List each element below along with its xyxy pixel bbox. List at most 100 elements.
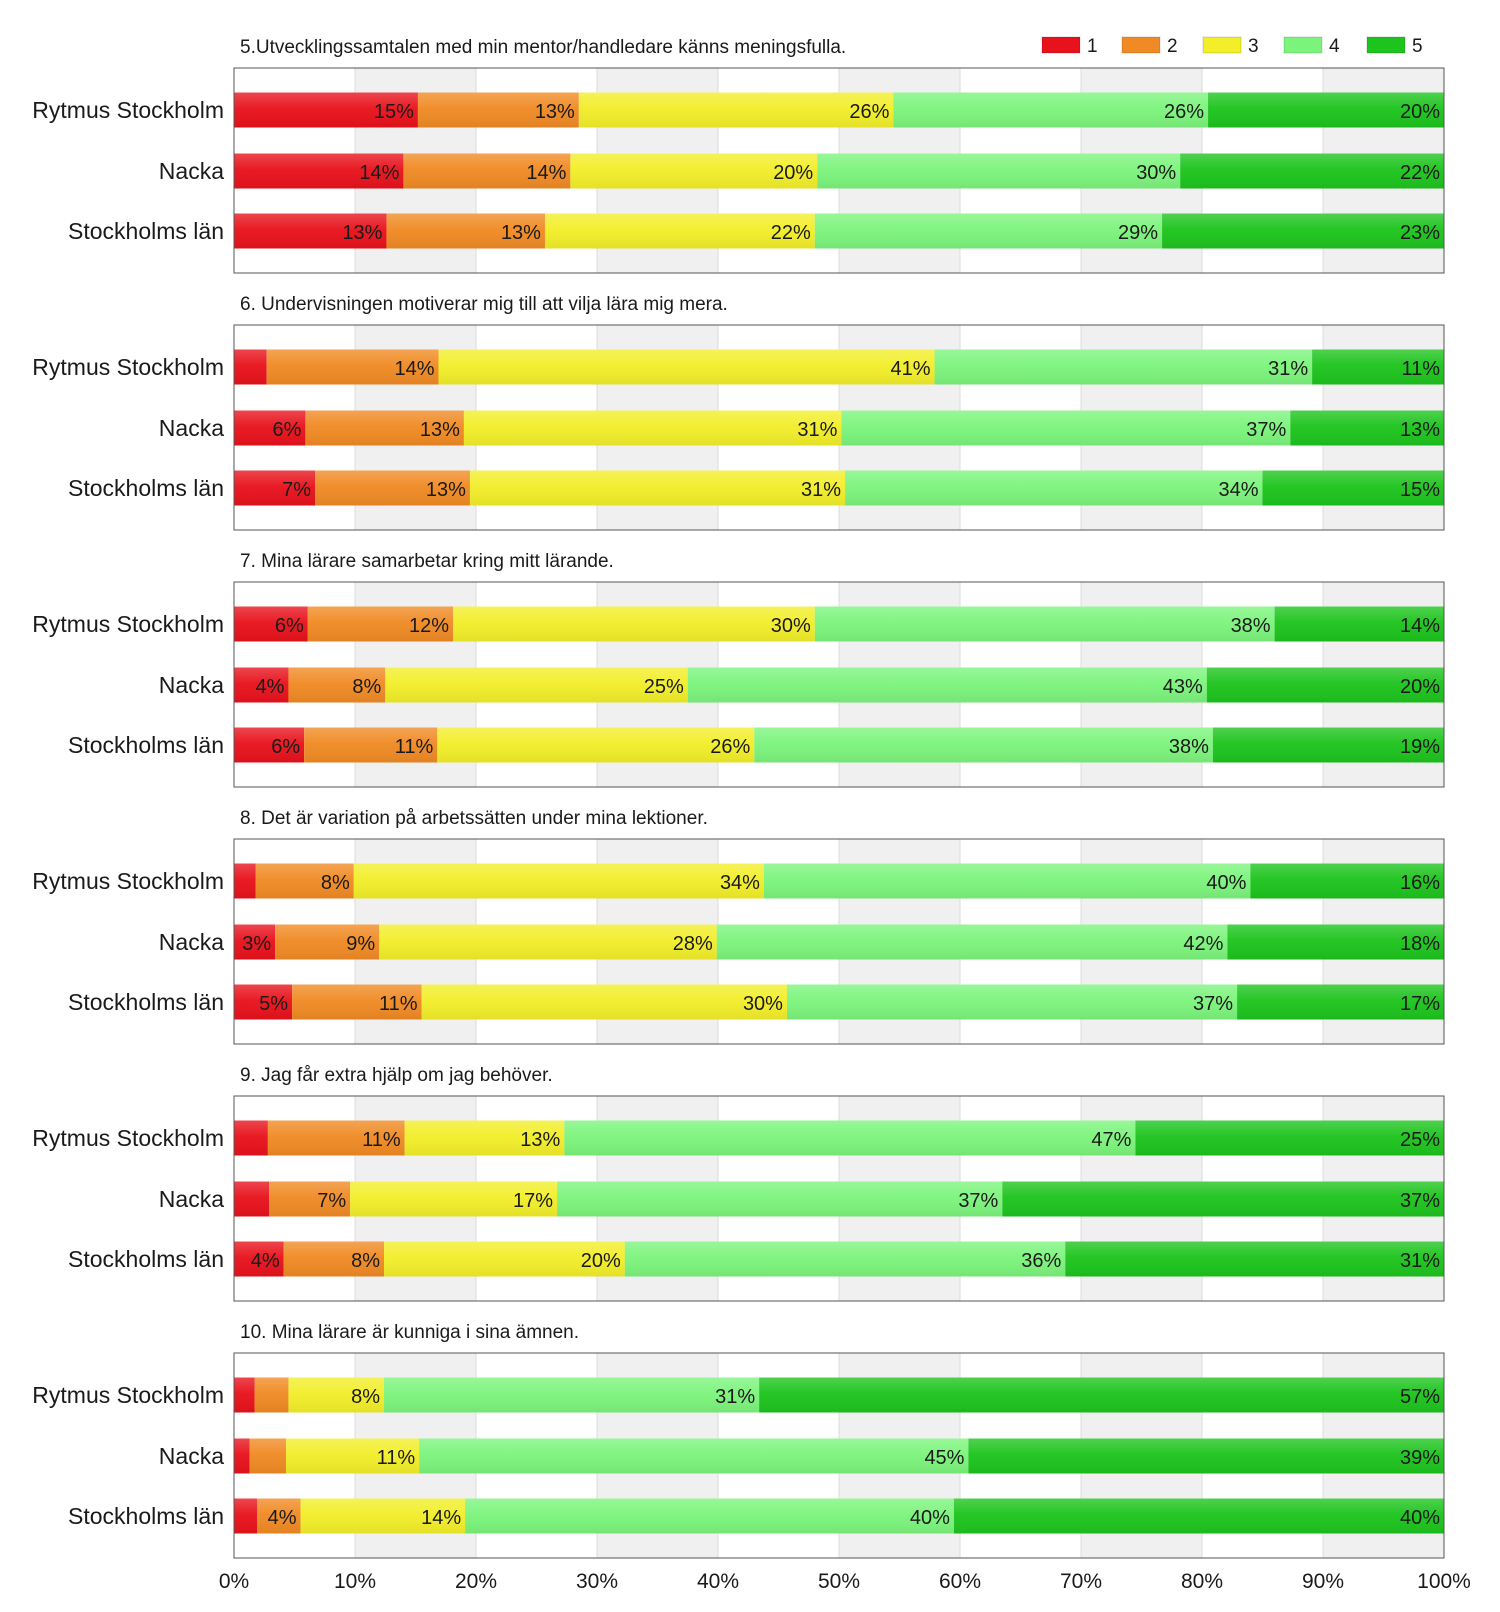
bar-segment-sheen (353, 863, 764, 899)
bar-segment-sheen (438, 349, 935, 385)
data-label: 37% (1246, 419, 1286, 441)
bar-row: Stockholms län 7% 13% 31% 34% 15% (68, 470, 1444, 506)
bar-segment-sheen (288, 1377, 385, 1413)
bar-segment-sheen (841, 410, 1291, 446)
bar-segment-sheen (304, 727, 438, 763)
bar-segment-sheen (379, 924, 717, 960)
legend-label: 1 (1087, 36, 1098, 57)
category-label: Nacka (159, 1186, 224, 1212)
bar-segment-sheen (578, 92, 894, 128)
data-label: 26% (710, 736, 750, 758)
bar-segment-sheen (384, 1377, 760, 1413)
panel-title: 10. Mina lärare är kunniga i sina ämnen. (240, 1322, 579, 1343)
bar-segment-sheen (687, 667, 1207, 703)
panel-frame (233, 67, 1445, 274)
bar-segment-sheen (469, 470, 846, 506)
category-label: Rytmus Stockholm (32, 1125, 224, 1151)
bar-segment-sheen (419, 1438, 969, 1474)
data-label: 8% (351, 1386, 380, 1408)
bar-segment-sheen (269, 1181, 351, 1217)
category-label: Nacka (159, 672, 224, 698)
data-label: 26% (1164, 101, 1204, 123)
bar-segment-sheen (315, 470, 470, 506)
bar-segment-sheen (1002, 1181, 1444, 1217)
data-label: 37% (958, 1190, 998, 1212)
bar-row: Stockholms län 6% 11% 26% 38% 19% (68, 727, 1444, 763)
bar-row: Nacka 11% 45% 39% (159, 1438, 1444, 1474)
legend-swatch (1202, 36, 1242, 54)
x-tick-label: 80% (1181, 1570, 1223, 1593)
bar-segment-sheen (1180, 153, 1444, 189)
data-label: 17% (513, 1190, 553, 1212)
bar-segment-sheen (234, 727, 305, 763)
category-label: Nacka (159, 158, 224, 184)
data-label: 13% (520, 1129, 560, 1151)
bar-segment-sheen (1065, 1241, 1444, 1277)
bar-segment-sheen (759, 1377, 1444, 1413)
data-label: 8% (351, 1250, 380, 1272)
data-label: 15% (1400, 479, 1440, 501)
data-label: 17% (1400, 993, 1440, 1015)
bar-segment-sheen (1274, 606, 1444, 642)
x-tick-label: 60% (939, 1570, 981, 1593)
category-label: Rytmus Stockholm (32, 97, 224, 123)
panel-title: 5.Utvecklingssamtalen med min mentor/han… (240, 37, 846, 58)
data-label: 30% (1136, 162, 1176, 184)
legend-swatch (1121, 36, 1161, 54)
bar-segment-sheen (249, 1438, 287, 1474)
bar-segment-sheen (267, 1120, 405, 1156)
data-label: 30% (771, 615, 811, 637)
bar-segment-sheen (286, 1438, 420, 1474)
x-tick-label: 50% (818, 1570, 860, 1593)
bar-row: Nacka 14% 14% 20% 30% 22% (159, 153, 1444, 189)
data-label: 13% (426, 479, 466, 501)
x-tick-label: 10% (334, 1570, 376, 1593)
data-label: 29% (1118, 222, 1158, 244)
panel-frame (233, 1095, 1445, 1302)
bar-segment-sheen (1208, 92, 1444, 128)
bar-segment-sheen (300, 1498, 466, 1534)
category-label: Nacka (159, 929, 224, 955)
bar-segment-sheen (234, 1377, 255, 1413)
chart-panel-1: 5.Utvecklingssamtalen med min mentor/han… (32, 37, 1445, 274)
x-tick-label: 70% (1060, 1570, 1102, 1593)
data-label: 31% (801, 479, 841, 501)
bar-segment-sheen (234, 349, 267, 385)
data-label: 31% (797, 419, 837, 441)
bar-row: Nacka 3% 9% 28% 42% 18% (159, 924, 1444, 960)
data-label: 13% (342, 222, 382, 244)
data-label: 12% (409, 615, 449, 637)
bar-segment-sheen (288, 667, 386, 703)
bar-segment-sheen (437, 727, 755, 763)
data-label: 34% (720, 872, 760, 894)
legend-label: 4 (1329, 36, 1340, 57)
data-label: 4% (256, 676, 285, 698)
data-label: 20% (1400, 676, 1440, 698)
bar-segment-sheen (234, 606, 308, 642)
category-label: Rytmus Stockholm (32, 868, 224, 894)
bar-row: Rytmus Stockholm 14% 41% 31% 11% (32, 349, 1444, 385)
bar-segment-sheen (234, 213, 387, 249)
data-label: 41% (891, 358, 931, 380)
bar-segment-sheen (786, 984, 1238, 1020)
data-label: 8% (352, 676, 381, 698)
bar-segment-sheen (845, 470, 1263, 506)
x-tick-label: 100% (1417, 1570, 1471, 1593)
legend-item: 5 (1366, 36, 1423, 57)
data-label: 20% (773, 162, 813, 184)
chart-panel-4: 8. Det är variation på arbetssätten unde… (32, 808, 1445, 1045)
chart-panel-2: 6. Undervisningen motiverar mig till att… (32, 294, 1445, 531)
bar-segment-sheen (275, 924, 380, 960)
data-label: 13% (535, 101, 575, 123)
data-label: 45% (924, 1447, 964, 1469)
legend-item: 1 (1041, 36, 1098, 57)
bar-segment-sheen (564, 1120, 1136, 1156)
bar-segment-sheen (266, 349, 439, 385)
data-label: 36% (1021, 1250, 1061, 1272)
data-label: 7% (282, 479, 311, 501)
data-label: 22% (1400, 162, 1440, 184)
bar-segment-sheen (1250, 863, 1444, 899)
bar-segment-sheen (384, 1241, 625, 1277)
bar-segment-sheen (234, 1120, 268, 1156)
